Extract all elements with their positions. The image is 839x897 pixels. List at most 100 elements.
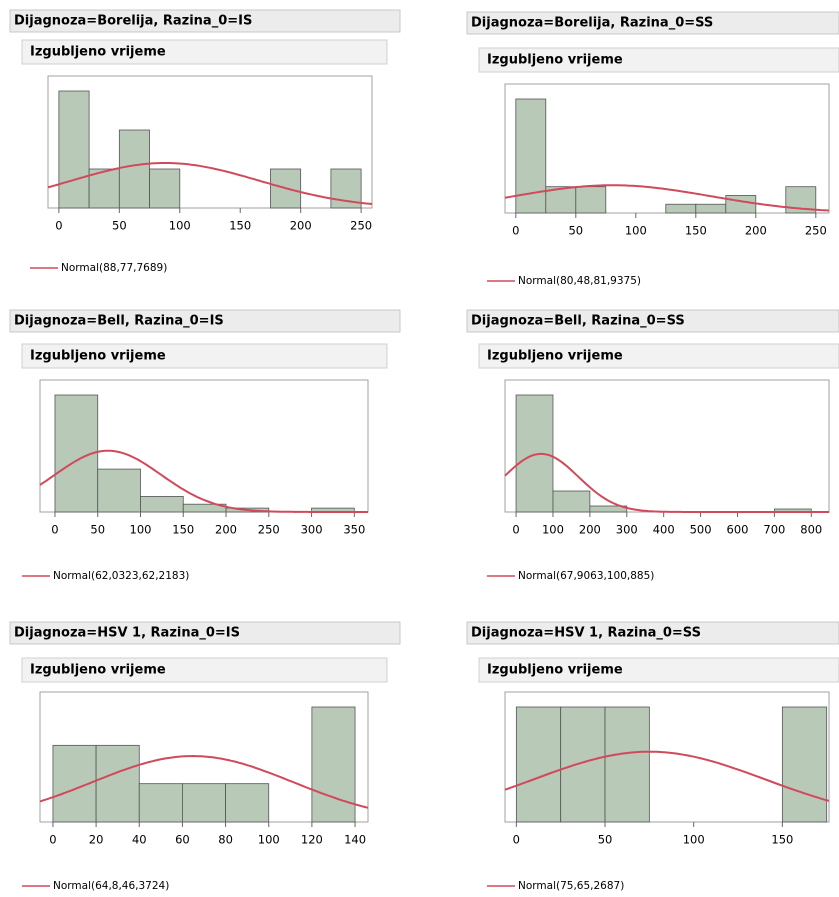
bar bbox=[88, 168, 120, 209]
chart-title: Dijagnoza=Borelija, Razina_0=SS bbox=[471, 16, 713, 31]
sub-header bbox=[478, 343, 839, 369]
x-tick-label: 250 bbox=[350, 219, 372, 233]
sub-header bbox=[478, 47, 839, 73]
chart-title: Dijagnoza=Bell, Razina_0=SS bbox=[471, 314, 685, 329]
x-tick-label: 100 bbox=[683, 833, 705, 847]
x-tick-label: 150 bbox=[172, 523, 194, 537]
bar bbox=[182, 783, 226, 823]
x-tick-label: 140 bbox=[344, 833, 366, 847]
sub-header bbox=[21, 657, 388, 683]
x-tick-label: 0 bbox=[55, 219, 62, 233]
bar bbox=[140, 495, 184, 513]
x-tick-label: 20 bbox=[89, 833, 104, 847]
legend-label: Normal(88,77,7689) bbox=[61, 262, 167, 274]
sub-header bbox=[21, 39, 388, 65]
chart-subtitle: Izgubljeno vrijeme bbox=[487, 349, 623, 364]
normal-curve bbox=[504, 452, 829, 513]
x-tick-label: 200 bbox=[745, 224, 767, 238]
bar bbox=[58, 90, 90, 209]
x-tick-label: 150 bbox=[685, 224, 707, 238]
bar bbox=[95, 744, 140, 823]
normal-curve bbox=[39, 754, 369, 809]
legend-label: Normal(80,48,81,9375) bbox=[518, 275, 641, 287]
sub-header bbox=[21, 343, 388, 369]
chart-subtitle: Izgubljeno vrijeme bbox=[487, 663, 623, 678]
legend-label: Normal(62,0323,62,2183) bbox=[53, 570, 189, 582]
x-tick-label: 0 bbox=[512, 224, 519, 238]
x-tick-label: 150 bbox=[771, 833, 793, 847]
bar bbox=[560, 706, 606, 823]
x-tick-label: 400 bbox=[653, 523, 675, 537]
sub-header bbox=[478, 657, 839, 683]
x-tick-label: 50 bbox=[568, 224, 583, 238]
legend-label: Normal(75,65,2687) bbox=[518, 880, 624, 892]
bar bbox=[515, 394, 554, 513]
chart-subtitle: Izgubljeno vrijeme bbox=[30, 45, 166, 60]
normal-curve bbox=[504, 184, 830, 212]
chart-title: Dijagnoza=HSV 1, Razina_0=SS bbox=[471, 626, 701, 641]
outline-header bbox=[9, 9, 401, 33]
x-tick-label: 300 bbox=[616, 523, 638, 537]
x-tick-label: 40 bbox=[132, 833, 147, 847]
x-tick-label: 100 bbox=[542, 523, 564, 537]
bar bbox=[118, 129, 150, 209]
x-tick-label: 80 bbox=[218, 833, 233, 847]
bar bbox=[515, 706, 562, 823]
bar bbox=[311, 706, 356, 823]
chart-subtitle: Izgubljeno vrijeme bbox=[487, 53, 623, 68]
x-tick-label: 700 bbox=[763, 523, 785, 537]
bar bbox=[781, 706, 828, 823]
x-tick-label: 120 bbox=[301, 833, 323, 847]
x-tick-label: 200 bbox=[290, 219, 312, 233]
x-tick-label: 250 bbox=[258, 523, 280, 537]
legend-label: Normal(64,8,46,3724) bbox=[53, 880, 169, 892]
bar bbox=[665, 203, 697, 214]
chart-title: Dijagnoza=Borelija, Razina_0=IS bbox=[14, 14, 252, 29]
bar bbox=[225, 783, 270, 823]
x-tick-label: 100 bbox=[169, 219, 191, 233]
x-tick-label: 0 bbox=[512, 523, 519, 537]
plot-frame bbox=[504, 379, 830, 513]
chart-title: Dijagnoza=HSV 1, Razina_0=IS bbox=[14, 626, 240, 641]
x-tick-label: 50 bbox=[112, 219, 127, 233]
bar bbox=[138, 783, 183, 823]
x-tick-label: 200 bbox=[215, 523, 237, 537]
x-tick-label: 500 bbox=[690, 523, 712, 537]
x-tick-label: 100 bbox=[258, 833, 280, 847]
outline-header bbox=[466, 309, 839, 333]
x-tick-label: 250 bbox=[805, 224, 827, 238]
x-tick-label: 0 bbox=[513, 833, 520, 847]
x-tick-label: 50 bbox=[90, 523, 105, 537]
normal-curve bbox=[47, 162, 373, 205]
outline-header bbox=[9, 621, 401, 645]
x-tick-label: 100 bbox=[130, 523, 152, 537]
outline-header bbox=[466, 11, 839, 35]
x-tick-label: 350 bbox=[343, 523, 365, 537]
bar bbox=[725, 195, 757, 214]
bar bbox=[589, 505, 628, 513]
chart-title: Dijagnoza=Bell, Razina_0=IS bbox=[14, 314, 224, 329]
x-tick-label: 150 bbox=[229, 219, 251, 233]
x-tick-label: 50 bbox=[598, 833, 613, 847]
outline-header bbox=[9, 309, 401, 333]
normal-curve bbox=[39, 449, 368, 513]
x-tick-label: 600 bbox=[727, 523, 749, 537]
bar bbox=[97, 468, 141, 513]
chart-subtitle: Izgubljeno vrijeme bbox=[30, 349, 166, 364]
bar bbox=[575, 186, 607, 214]
normal-curve bbox=[504, 750, 830, 802]
bar bbox=[552, 490, 591, 513]
bar bbox=[695, 203, 727, 214]
bar bbox=[149, 168, 181, 209]
chart-subtitle: Izgubljeno vrijeme bbox=[30, 663, 166, 678]
bar bbox=[604, 706, 650, 823]
x-tick-label: 800 bbox=[800, 523, 822, 537]
x-tick-label: 200 bbox=[579, 523, 601, 537]
x-tick-label: 0 bbox=[51, 523, 58, 537]
legend-label: Normal(67,9063,100,885) bbox=[518, 570, 654, 582]
x-tick-label: 0 bbox=[49, 833, 56, 847]
x-tick-label: 60 bbox=[175, 833, 190, 847]
outline-header bbox=[466, 621, 839, 645]
x-tick-label: 100 bbox=[625, 224, 647, 238]
